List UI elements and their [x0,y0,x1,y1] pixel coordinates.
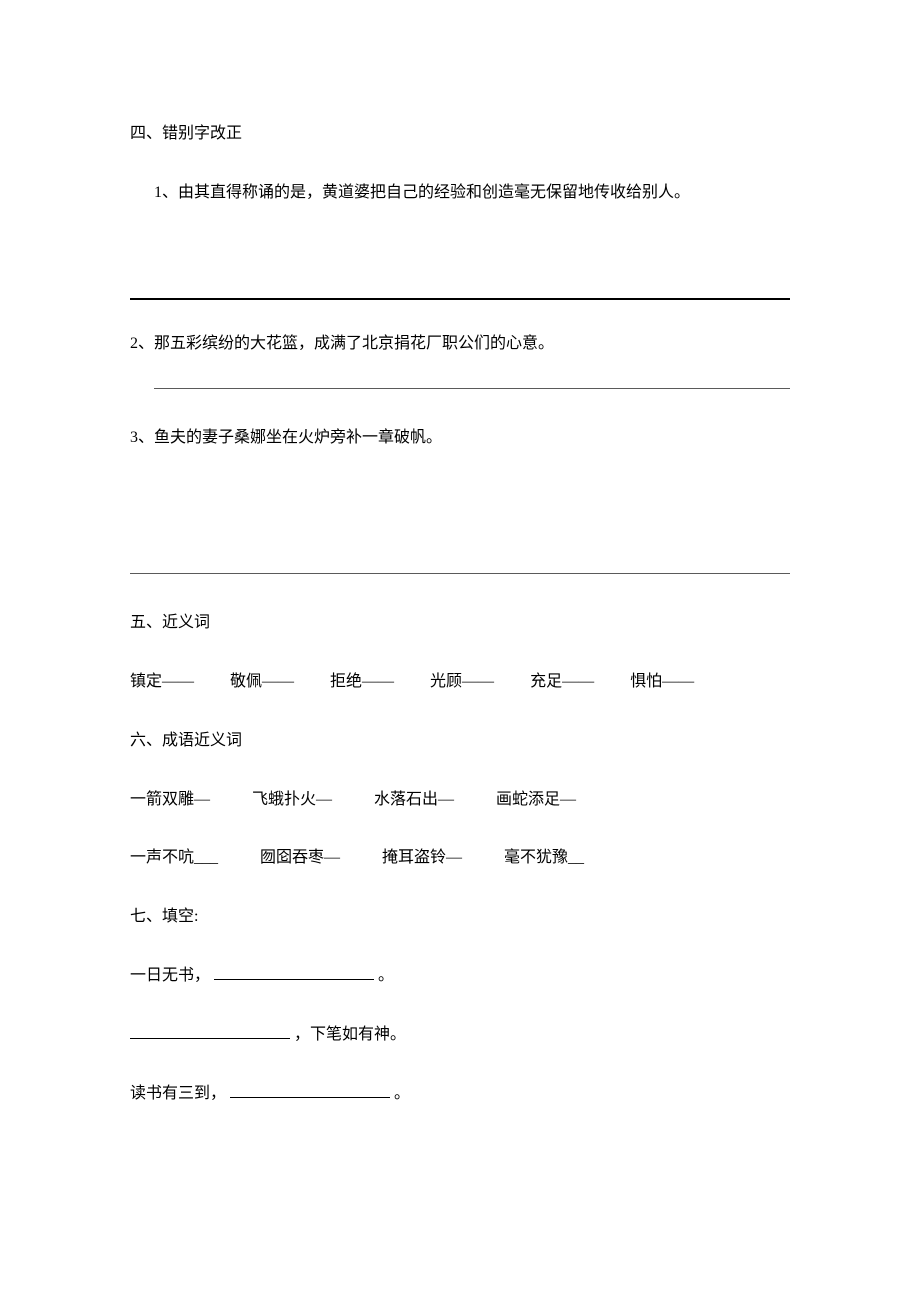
synonym-word-3: 拒绝—— [330,668,394,697]
section-7-title: 七、填空: [130,903,790,932]
idiom-2-3: 掩耳盗铃— [382,844,462,873]
fill-blank-1-suffix: 。 [378,967,394,984]
question-4-2: 2、那五彩缤纷的大花篮，成满了北京捐花厂职公们的心意。 [130,330,790,359]
idiom-row-2: 一声不吭___ 囫囵吞枣— 掩耳盗铃— 毫不犹豫__ [130,844,790,873]
fill-blank-3-prefix: 读书有三到， [130,1085,226,1102]
fill-blank-2: ，下笔如有神。 [130,1021,790,1050]
fill-blank-2-suffix: ，下笔如有神。 [294,1026,406,1043]
question-4-1: 1、由其直得称诵的是，黄道婆把自己的经验和创造毫无保留地传收给别人。 [130,179,790,208]
fill-blank-3: 读书有三到， 。 [130,1080,790,1109]
spacer [130,238,790,268]
spacer [130,483,790,543]
answer-line-3 [130,573,790,574]
synonym-word-row: 镇定—— 敬佩—— 拒绝—— 光顾—— 充足—— 惧怕—— [130,668,790,697]
idiom-2-1: 一声不吭___ [130,844,218,873]
idiom-2-2: 囫囵吞枣— [260,844,340,873]
fill-blank-3-suffix: 。 [394,1085,410,1102]
blank-line [230,1082,390,1098]
idiom-2-4: 毫不犹豫__ [504,844,584,873]
synonym-word-2: 敬佩—— [230,668,294,697]
idiom-1-2: 飞蛾扑火— [252,786,332,815]
synonym-word-1: 镇定—— [130,668,194,697]
synonym-word-5: 充足—— [530,668,594,697]
fill-blank-1-prefix: 一日无书， [130,967,210,984]
fill-blank-1: 一日无书， 。 [130,962,790,991]
blank-line [130,1023,290,1039]
section-6-title: 六、成语近义词 [130,727,790,756]
blank-line [214,964,374,980]
idiom-1-4: 画蛇添足— [496,786,576,815]
section-4-title: 四、错别字改正 [130,120,790,149]
section-5-title: 五、近义词 [130,609,790,638]
synonym-word-4: 光顾—— [430,668,494,697]
idiom-row-1: 一箭双雕— 飞蛾扑火— 水落石出— 画蛇添足— [130,786,790,815]
idiom-1-3: 水落石出— [374,786,454,815]
divider-line [130,298,790,300]
answer-line-2 [154,388,790,389]
idiom-1-1: 一箭双雕— [130,786,210,815]
question-4-3: 3、鱼夫的妻子桑娜坐在火炉旁补一章破帆。 [130,424,790,453]
synonym-word-6: 惧怕—— [630,668,694,697]
